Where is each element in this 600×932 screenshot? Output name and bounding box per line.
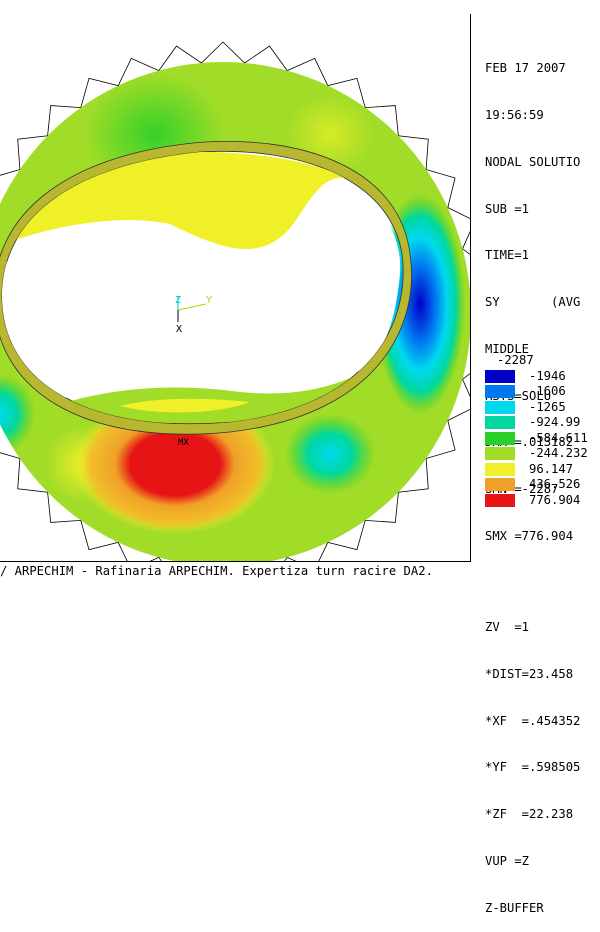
legend-value: -244.232 xyxy=(529,446,588,460)
legend-band: -1946 xyxy=(485,369,600,385)
triad-x-label: X xyxy=(176,324,182,335)
info-zv: ZV =1 xyxy=(485,619,530,634)
info-time-step: TIME=1 xyxy=(485,248,530,263)
legend-value: -584.611 xyxy=(529,430,588,445)
legend-value: 436.526 xyxy=(529,477,581,491)
info-solution: NODAL SOLUTIO xyxy=(485,154,581,169)
legend-swatch xyxy=(485,447,515,460)
legend-swatch xyxy=(485,385,515,398)
info-zf: *ZF =22.238 xyxy=(485,807,574,822)
contour-legend: -2287 -1946 -1606 -1265 -924.99 -584.611 -244… xyxy=(485,353,600,508)
info-sub: SUB =1 xyxy=(485,201,530,216)
legend-band: 96.147 xyxy=(485,462,600,478)
info-time: 19:56:59 xyxy=(485,107,544,122)
legend-swatch xyxy=(485,400,515,414)
graphics-viewport[interactable]: MX Z Y X xyxy=(0,14,471,562)
legend-value: -924.99 xyxy=(529,415,581,429)
deformed-outline xyxy=(0,41,470,561)
legend-swatch xyxy=(485,493,515,507)
triad-z-label: Z xyxy=(175,295,181,306)
legend-band: -1606 xyxy=(485,384,600,400)
legend-band: -584.611 xyxy=(485,431,600,447)
legend-band: -1265 xyxy=(485,400,600,416)
legend-swatch xyxy=(485,431,515,445)
info-date: FEB 17 2007 xyxy=(485,61,566,76)
info-smx: SMX =776.904 xyxy=(485,529,574,543)
legend-value: -1946 xyxy=(529,368,566,383)
legend-value: -1606 xyxy=(529,384,566,398)
legend-swatch xyxy=(485,478,515,491)
plot-title: / ARPECHIM - Rafinaria ARPECHIM. Experti… xyxy=(0,564,433,578)
legend-swatch xyxy=(485,369,515,383)
info-zbuffer: Z-BUFFER xyxy=(485,900,544,915)
triad-y-label: Y xyxy=(206,295,212,306)
mx-marker: MX xyxy=(178,438,189,448)
info-vup: VUP =Z xyxy=(485,853,530,868)
info-yf: *YF =.598505 xyxy=(485,760,581,775)
legend-value: 776.904 xyxy=(529,492,581,507)
legend-value: 96.147 xyxy=(529,461,574,476)
coordinate-triad: Z Y X xyxy=(175,295,212,335)
legend-band: 436.526 xyxy=(485,477,600,493)
legend-band: -924.99 xyxy=(485,415,600,431)
info-component: SY (AVG xyxy=(485,295,581,310)
model-view: MX Z Y X xyxy=(0,41,470,561)
legend-swatch xyxy=(485,416,515,429)
info-layer: MIDDLE xyxy=(485,341,530,356)
legend-min-label: -2287 xyxy=(497,353,534,367)
legend-band: 776.904 xyxy=(485,493,600,509)
legend-band: -244.232 xyxy=(485,446,600,462)
info-dist: *DIST=23.458 xyxy=(485,666,574,681)
legend-value: -1265 xyxy=(529,399,566,414)
legend-swatch xyxy=(485,462,515,476)
info-xf: *XF =.454352 xyxy=(485,713,581,728)
